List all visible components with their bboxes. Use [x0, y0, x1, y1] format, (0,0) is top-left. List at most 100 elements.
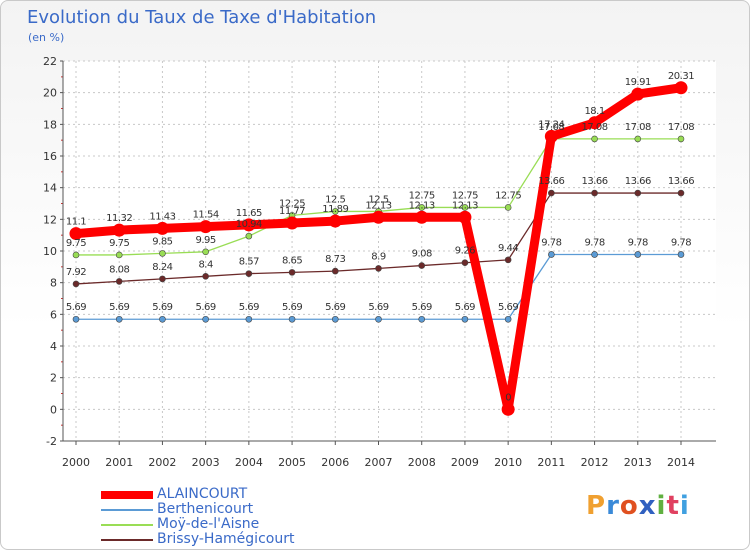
logo-letter: t — [666, 491, 680, 521]
data-label: 9.78 — [628, 237, 648, 248]
data-label: 9.78 — [541, 237, 561, 248]
data-label: 17.08 — [538, 122, 564, 133]
data-label: 5.69 — [412, 302, 432, 313]
x-tick-label: 2010 — [494, 456, 522, 469]
data-label: 5.69 — [152, 302, 172, 313]
legend-item: Berthenicourt — [101, 502, 294, 517]
data-point — [548, 189, 555, 197]
data-point — [458, 210, 472, 224]
data-label: 13.66 — [625, 176, 651, 187]
x-tick-label: 2011 — [537, 456, 565, 469]
data-label: 11.32 — [106, 213, 132, 224]
data-point — [112, 223, 126, 237]
data-label: 8.73 — [325, 254, 345, 265]
y-tick-label: 6 — [50, 308, 57, 321]
data-label: 11.43 — [149, 211, 175, 222]
data-label: 9.85 — [152, 236, 172, 247]
x-tick-label: 2006 — [321, 456, 349, 469]
y-axis-unit: (en %) — [28, 31, 65, 44]
data-point — [677, 189, 685, 197]
data-label: 5.69 — [239, 302, 259, 313]
data-label: 11.1 — [66, 217, 86, 228]
data-point — [331, 315, 339, 323]
data-label: 9.95 — [196, 235, 216, 246]
data-label: 20.31 — [668, 71, 694, 82]
data-label: 9.75 — [66, 238, 86, 249]
proxiti-logo: Proxiti — [586, 491, 690, 521]
data-label: 9.44 — [498, 243, 518, 254]
data-point — [677, 135, 685, 143]
x-tick-label: 2013 — [624, 456, 652, 469]
legend-swatch — [101, 538, 153, 541]
data-point — [375, 265, 382, 272]
data-label: 17.24 — [538, 119, 564, 130]
x-tick-label: 2001 — [105, 456, 133, 469]
data-label: 5.69 — [498, 302, 518, 313]
x-tick-label: 2000 — [62, 456, 90, 469]
data-label: 12.13 — [409, 200, 435, 211]
legend-swatch — [101, 523, 153, 526]
x-tick-label: 2005 — [278, 456, 306, 469]
x-tick-label: 2003 — [192, 456, 220, 469]
data-point — [501, 402, 515, 416]
x-tick-label: 2014 — [667, 456, 695, 469]
data-label: 5.69 — [196, 302, 216, 313]
logo-letter: P — [586, 491, 607, 521]
data-label: 13.66 — [668, 176, 694, 187]
data-label: 5.69 — [455, 302, 475, 313]
data-point — [72, 280, 80, 288]
x-tick-label: 2012 — [581, 456, 609, 469]
y-tick-label: 20 — [43, 87, 57, 100]
data-label: 8.4 — [198, 259, 213, 270]
data-label: 8.57 — [239, 257, 259, 268]
data-label: 11.54 — [193, 210, 219, 221]
data-point — [159, 250, 166, 257]
legend-swatch — [101, 508, 153, 511]
data-point — [288, 315, 296, 323]
y-tick-label: 16 — [43, 150, 57, 163]
x-tick-label: 2007 — [365, 456, 393, 469]
y-tick-label: 12 — [43, 213, 57, 226]
x-tick-label: 2009 — [451, 456, 479, 469]
data-point — [159, 315, 166, 323]
data-point — [242, 218, 256, 232]
legend-item: Moÿ-de-l'Aisne — [101, 517, 294, 532]
data-label: 5.69 — [368, 302, 388, 313]
legend-item: Brissy-Hamégicourt — [101, 532, 294, 547]
legend-label: Brissy-Hamégicourt — [157, 531, 295, 547]
data-label: 9.08 — [412, 249, 432, 260]
data-point — [328, 214, 342, 228]
data-label: 9.75 — [109, 238, 129, 249]
data-label: 8.65 — [282, 255, 302, 266]
logo-letter: i — [679, 491, 690, 521]
data-point — [544, 129, 558, 143]
data-label: 8.08 — [109, 264, 129, 275]
data-point — [591, 189, 598, 197]
y-tick-label: 10 — [43, 245, 57, 258]
legend-label: ALAINCOURT — [157, 486, 248, 502]
y-tick-label: 2 — [50, 372, 57, 385]
data-label: 11.89 — [322, 204, 348, 215]
data-label: 5.69 — [66, 302, 86, 313]
y-tick-label: 4 — [50, 340, 57, 353]
legend-label: Berthenicourt — [157, 501, 254, 517]
data-point — [115, 278, 123, 285]
data-label: 5.69 — [109, 302, 129, 313]
data-point — [418, 262, 426, 269]
data-label: 17.08 — [668, 122, 694, 133]
data-label: 12.75 — [452, 190, 478, 201]
data-label: 13.66 — [538, 176, 564, 187]
data-label: 13.66 — [582, 176, 608, 187]
data-point — [202, 248, 209, 256]
data-point — [331, 208, 339, 215]
data-label: 9.78 — [584, 237, 604, 248]
logo-letter: i — [656, 491, 667, 521]
legend-swatch — [101, 490, 153, 499]
data-point — [375, 315, 382, 323]
data-label: 12.5 — [368, 194, 388, 205]
logo-letter: r — [606, 491, 620, 521]
data-point — [461, 204, 469, 211]
legend: ALAINCOURT Berthenicourt Moÿ-de-l'Aisne Bri… — [101, 487, 294, 547]
data-label: 0 — [505, 392, 511, 403]
